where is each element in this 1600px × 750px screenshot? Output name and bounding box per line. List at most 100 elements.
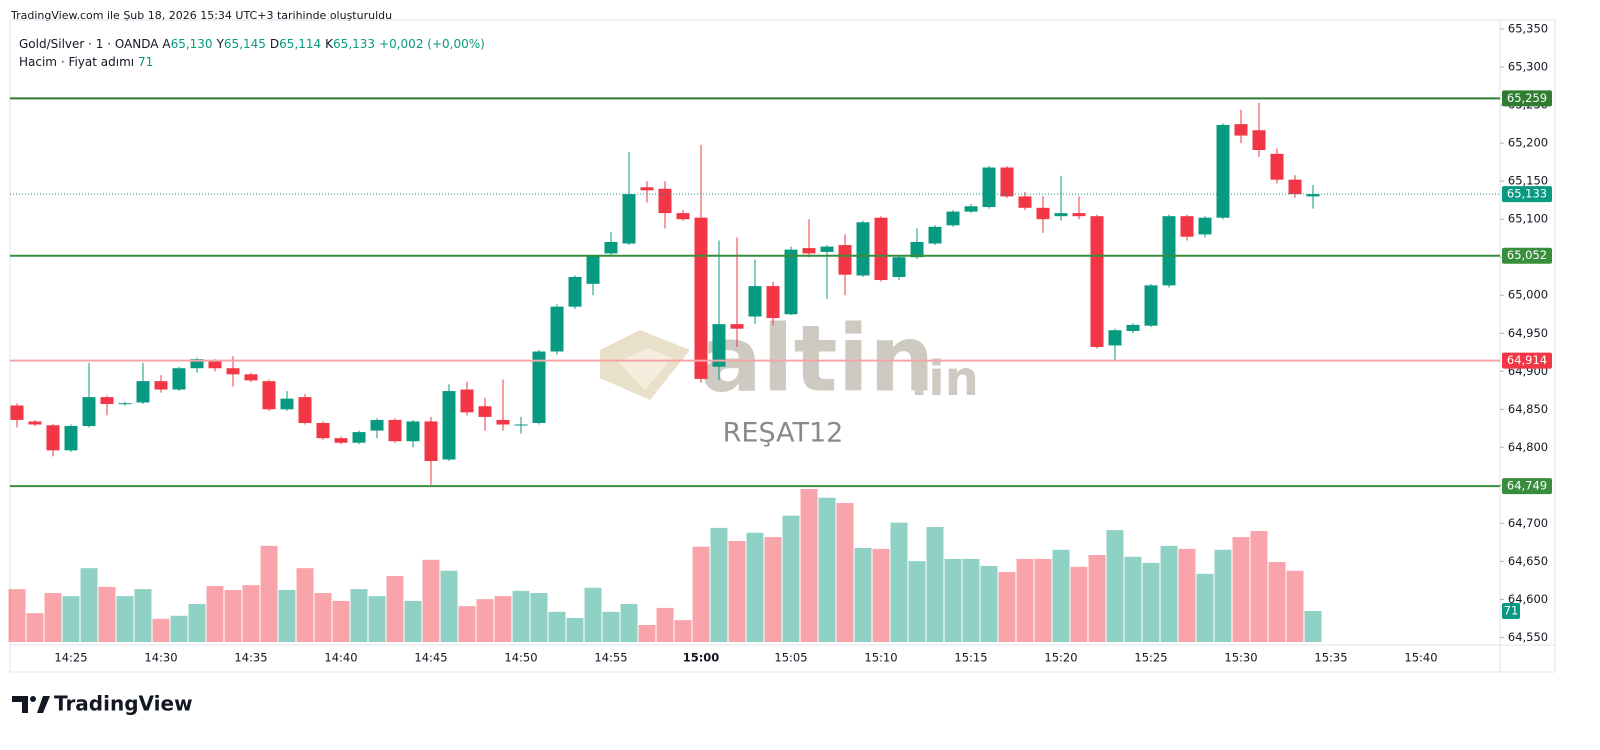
candle-body [424,421,438,461]
volume-bar [566,617,584,642]
volume-bar [998,572,1016,642]
candle-body [1036,207,1050,220]
volume-bar [674,620,692,642]
candle-body [676,213,690,220]
volume-title: Hacim · Fiyat adımı [19,55,135,69]
volume-bar [656,607,674,642]
x-tick-label: 14:50 [504,651,537,665]
price-label-box [1502,186,1552,203]
x-tick-label: 14:40 [324,651,357,665]
volume-bar [368,596,386,642]
volume-bar [620,603,638,642]
candle-body [334,438,348,443]
candle-body [1144,285,1158,326]
volume-bar [836,502,854,642]
x-tick-label: 15:05 [774,651,807,665]
candle-body [568,276,582,307]
candle-body [1270,153,1284,180]
volume-bar [152,618,170,642]
watermark-logo: altin [700,305,935,412]
candle-body [730,324,744,329]
volume-bar [1034,558,1052,642]
volume-bar [530,593,548,642]
candle-body [118,403,132,405]
candle-body [64,426,78,451]
volume-bar [1196,573,1214,642]
volume-bar [404,600,422,642]
volume-bar [242,585,260,642]
candle-body [1198,217,1212,235]
y-tick-label: 64,700 [1508,516,1548,530]
watermark-user: REŞAT12 [723,418,844,449]
volume-bar [1268,562,1286,642]
volume-bar [476,599,494,642]
y-tick-label: 65,350 [1508,22,1548,36]
candle-body [928,226,942,244]
logo-shape [12,696,28,713]
volume-bar [872,548,890,642]
candle-body [478,406,492,417]
candle-body [28,421,42,425]
x-tick-label: 15:35 [1314,651,1347,665]
candle-body [262,381,276,410]
volume-bar [332,600,350,642]
x-tick-label: 15:15 [954,651,987,665]
volume-bar [458,606,476,642]
candle-body [388,419,402,442]
volume-bar [1304,610,1322,642]
y-tick-label: 64,550 [1508,630,1548,644]
volume-bar [548,611,566,642]
x-tick-label: 14:35 [234,651,267,665]
candle-body [460,389,474,413]
price-label-box [1502,352,1552,369]
volume-bar [386,575,404,642]
x-tick-label: 15:00 [683,651,720,665]
x-tick-label: 15:10 [864,651,897,665]
legend: Gold/Silver · 1 · OANDA A65,130 Y65,145 D6… [19,37,485,51]
candle-body [244,374,258,381]
volume-bar [62,596,80,642]
volume-bar [908,561,926,642]
x-tick-label: 15:40 [1404,651,1437,665]
volume-bar [746,532,764,642]
legend-value: 65,114 [279,37,322,51]
x-tick-label: 15:30 [1224,651,1257,665]
price-label: 65,133 [1507,187,1547,201]
volume-label: 71 [1504,603,1519,617]
candle-body [82,397,96,427]
volume-bar [206,586,224,642]
volume-bar [296,568,314,642]
volume-bar [440,570,458,642]
price-label: 64,914 [1507,353,1547,367]
candle-body [766,286,780,319]
price-label-box [1502,90,1552,107]
volume-bar [116,596,134,642]
candle-body [136,381,150,403]
candle-body [784,249,798,315]
price-label: 65,052 [1507,248,1547,262]
logo-shape [30,696,36,702]
candle-body [1252,130,1266,151]
volume-bar [728,541,746,642]
symbol: Gold/Silver · 1 · OANDA [19,37,159,51]
watermark-suffix: .in [910,351,979,407]
candle-body [640,187,654,191]
volume-bar [134,589,152,642]
volume-bar [1106,530,1124,642]
volume-bar [422,559,440,642]
candle-body [1162,216,1176,286]
candle-body [892,257,906,277]
candle-body [874,217,888,281]
candle-body [1108,330,1122,346]
candle-body [280,398,294,410]
candle-body [1306,194,1320,197]
volume-bar [1250,530,1268,642]
volume-bar [1178,548,1196,642]
candle-body [370,419,384,431]
y-tick-label: 65,100 [1508,212,1548,226]
legend-value: 65,145 [223,37,266,51]
candle-body [190,359,204,369]
candle-body [1090,216,1104,347]
legend-value: 65,133 [333,37,376,51]
